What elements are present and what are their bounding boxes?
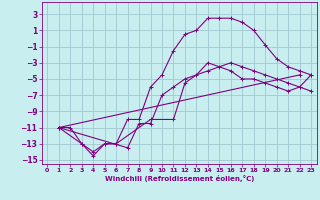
X-axis label: Windchill (Refroidissement éolien,°C): Windchill (Refroidissement éolien,°C) xyxy=(105,175,254,182)
